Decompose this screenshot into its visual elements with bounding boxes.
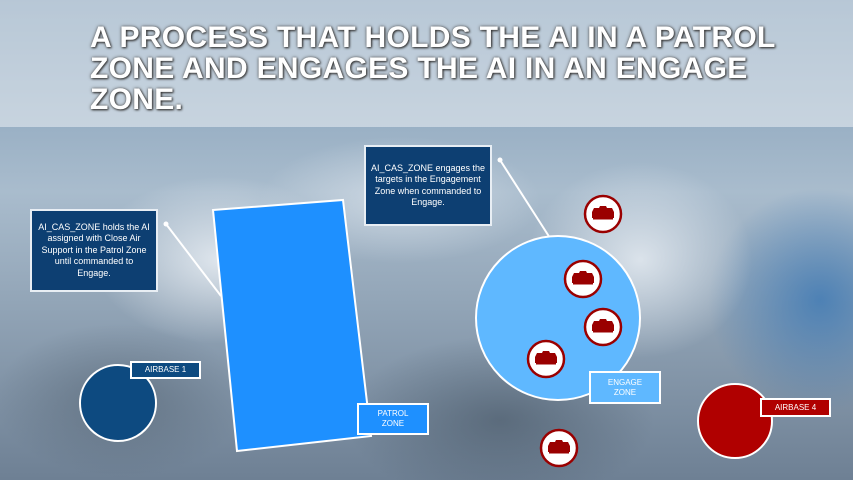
airbase-1-label: AIRBASE 1 xyxy=(130,361,201,379)
tank-icon[interactable] xyxy=(583,307,623,347)
connector-dot xyxy=(497,157,503,163)
airbase-1-circle[interactable] xyxy=(79,364,157,442)
engage-connector-line xyxy=(499,159,551,239)
patrol-connector-line xyxy=(165,223,222,297)
tank-icon[interactable] xyxy=(526,339,566,379)
slide-title: A PROCESS THAT HOLDS THE AI IN A PATROL … xyxy=(90,21,776,116)
title-band xyxy=(0,0,853,127)
connector-dot xyxy=(163,221,169,227)
patrol-zone-shape[interactable] xyxy=(211,198,373,453)
tank-icon[interactable] xyxy=(583,194,623,234)
engage-zone-label: ENGAGE ZONE xyxy=(589,371,661,404)
engage-callout-text: AI_CAS_ZONE engages the targets in the E… xyxy=(370,162,486,208)
airbase-4-circle[interactable] xyxy=(697,383,773,459)
patrol-callout-text: AI_CAS_ZONE holds the AI assigned with C… xyxy=(38,221,150,278)
engage-callout: AI_CAS_ZONE engages the targets in the E… xyxy=(364,145,492,226)
patrol-callout: AI_CAS_ZONE holds the AI assigned with C… xyxy=(30,209,158,292)
patrol-zone-label: PATROL ZONE xyxy=(357,403,429,435)
tank-icon[interactable] xyxy=(539,428,579,468)
tank-icon[interactable] xyxy=(563,259,603,299)
airbase-4-label: AIRBASE 4 xyxy=(760,398,831,417)
